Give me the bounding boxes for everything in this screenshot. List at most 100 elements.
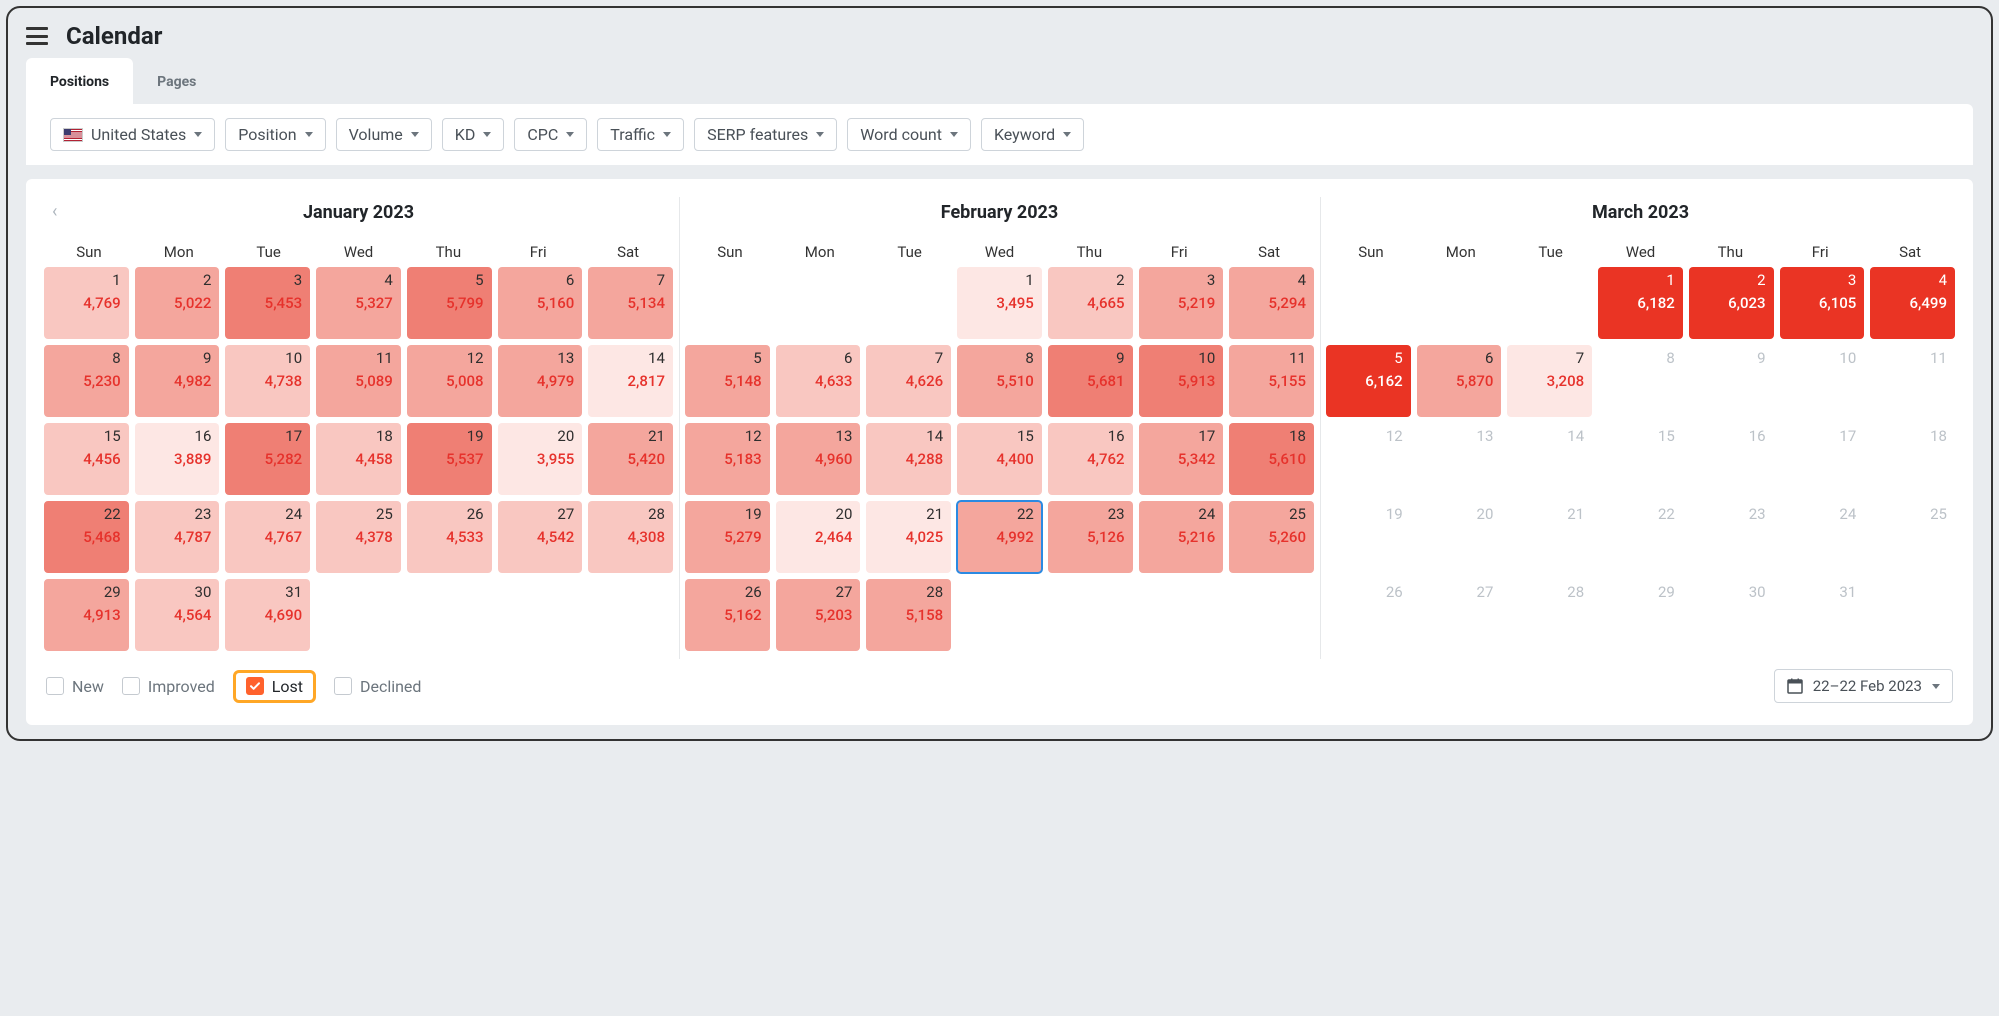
calendar-cell[interactable]: 255,260 <box>1229 501 1314 573</box>
calendar-cell[interactable]: 115,155 <box>1229 345 1314 417</box>
calendar-day-number: 13 <box>836 429 853 444</box>
calendar-cell[interactable]: 304,564 <box>135 579 220 651</box>
calendar-cell[interactable]: 245,216 <box>1139 501 1224 573</box>
filter-kd[interactable]: KD <box>442 118 505 151</box>
calendar-day-value: 5,260 <box>1269 528 1306 546</box>
calendar-cell[interactable]: 65,160 <box>498 267 583 339</box>
calendar-cell[interactable]: 55,148 <box>685 345 770 417</box>
chevron-down-icon <box>1932 684 1940 689</box>
calendar-cell[interactable]: 144,288 <box>866 423 951 495</box>
legend-declined[interactable]: Declined <box>334 677 421 696</box>
calendar-cell[interactable]: 203,955 <box>498 423 583 495</box>
calendar-cell[interactable]: 284,308 <box>588 501 673 573</box>
calendar-cell[interactable]: 125,008 <box>407 345 492 417</box>
calendar-cell[interactable]: 36,105 <box>1780 267 1865 339</box>
calendar-cell[interactable]: 125,183 <box>685 423 770 495</box>
calendar-cell[interactable]: 274,542 <box>498 501 583 573</box>
calendar-cell[interactable]: 175,342 <box>1139 423 1224 495</box>
calendar-cell[interactable]: 26,023 <box>1689 267 1774 339</box>
day-of-week-label: Wed <box>1596 243 1686 261</box>
calendar-cell[interactable]: 95,681 <box>1048 345 1133 417</box>
calendar-cell[interactable]: 35,219 <box>1139 267 1224 339</box>
tab-pages[interactable]: Pages <box>133 58 220 104</box>
calendar-cell[interactable]: 163,889 <box>135 423 220 495</box>
calendar-day-number: 5 <box>753 351 761 366</box>
calendar-cell[interactable]: 65,870 <box>1417 345 1502 417</box>
checkbox-icon <box>46 677 64 695</box>
calendar-cell[interactable]: 275,203 <box>776 579 861 651</box>
calendar-cell[interactable]: 74,626 <box>866 345 951 417</box>
filter-volume[interactable]: Volume <box>336 118 432 151</box>
calendar-cell[interactable]: 175,282 <box>225 423 310 495</box>
calendar-cell-empty <box>1417 267 1502 339</box>
filter-word-count[interactable]: Word count <box>847 118 971 151</box>
calendar-cell[interactable]: 285,158 <box>866 579 951 651</box>
filter-cpc[interactable]: CPC <box>514 118 587 151</box>
date-range-picker[interactable]: 22–22 Feb 2023 <box>1774 669 1953 703</box>
legend-improved[interactable]: Improved <box>122 677 215 696</box>
calendar-cell: 26 <box>1326 579 1411 651</box>
calendar-cell[interactable]: 64,633 <box>776 345 861 417</box>
calendar-cell[interactable]: 215,420 <box>588 423 673 495</box>
calendar-cell[interactable]: 16,182 <box>1598 267 1683 339</box>
menu-icon[interactable] <box>26 27 48 45</box>
calendar-cell[interactable]: 234,787 <box>135 501 220 573</box>
calendar-cell[interactable]: 73,208 <box>1507 345 1592 417</box>
calendar-cell[interactable]: 85,510 <box>957 345 1042 417</box>
calendar-cell[interactable]: 154,400 <box>957 423 1042 495</box>
calendar-cell[interactable]: 104,738 <box>225 345 310 417</box>
calendar-cell[interactable]: 225,468 <box>44 501 129 573</box>
filter-keyword[interactable]: Keyword <box>981 118 1084 151</box>
calendar-cell[interactable]: 14,769 <box>44 267 129 339</box>
calendar-cell-empty <box>776 267 861 339</box>
calendar-cell[interactable]: 224,992 <box>957 501 1042 573</box>
calendar-cell[interactable]: 46,499 <box>1870 267 1955 339</box>
calendar-cell[interactable]: 134,979 <box>498 345 583 417</box>
calendar-cell[interactable]: 185,610 <box>1229 423 1314 495</box>
calendar-cell[interactable]: 235,126 <box>1048 501 1133 573</box>
prev-month-arrow[interactable]: ‹ <box>52 201 57 222</box>
calendar-cell[interactable]: 134,960 <box>776 423 861 495</box>
calendar-cell[interactable]: 24,665 <box>1048 267 1133 339</box>
calendar-cell[interactable]: 195,279 <box>685 501 770 573</box>
filter-serp-features[interactable]: SERP features <box>694 118 837 151</box>
calendar-day-value: 5,162 <box>724 606 761 624</box>
calendar-cell[interactable]: 56,162 <box>1326 345 1411 417</box>
calendar-day-number: 22 <box>1658 507 1675 522</box>
calendar-cell[interactable]: 184,458 <box>316 423 401 495</box>
legend-new[interactable]: New <box>46 677 104 696</box>
calendar-cell[interactable]: 45,327 <box>316 267 401 339</box>
calendar-cell[interactable]: 264,533 <box>407 501 492 573</box>
calendar-cell[interactable]: 94,982 <box>135 345 220 417</box>
calendar-cell[interactable]: 214,025 <box>866 501 951 573</box>
calendar-cell[interactable]: 25,022 <box>135 267 220 339</box>
calendar-cell[interactable]: 314,690 <box>225 579 310 651</box>
calendar-day-value: 5,160 <box>537 294 574 312</box>
calendar-cell[interactable]: 35,453 <box>225 267 310 339</box>
calendar-cell[interactable]: 45,294 <box>1229 267 1314 339</box>
calendar-day-value: 5,126 <box>1087 528 1124 546</box>
calendar-cell[interactable]: 75,134 <box>588 267 673 339</box>
calendar-day-number: 21 <box>1567 507 1584 522</box>
calendar-cell[interactable]: 265,162 <box>685 579 770 651</box>
calendar-cell[interactable]: 85,230 <box>44 345 129 417</box>
calendar-cell[interactable]: 55,799 <box>407 267 492 339</box>
calendar-cell[interactable]: 142,817 <box>588 345 673 417</box>
calendar-day-value: 4,769 <box>83 294 120 312</box>
calendar-cell[interactable]: 294,913 <box>44 579 129 651</box>
legend-lost[interactable]: Lost <box>233 670 316 703</box>
calendar-cell[interactable]: 164,762 <box>1048 423 1133 495</box>
calendar-day-number: 3 <box>1207 273 1215 288</box>
calendar-cell[interactable]: 244,767 <box>225 501 310 573</box>
filter-traffic[interactable]: Traffic <box>597 118 684 151</box>
tab-positions[interactable]: Positions <box>26 58 133 104</box>
calendar-cell[interactable]: 254,378 <box>316 501 401 573</box>
calendar-cell[interactable]: 195,537 <box>407 423 492 495</box>
calendar-cell[interactable]: 115,089 <box>316 345 401 417</box>
calendar-cell[interactable]: 154,456 <box>44 423 129 495</box>
calendar-cell[interactable]: 105,913 <box>1139 345 1224 417</box>
filter-position[interactable]: Position <box>225 118 325 151</box>
calendar-cell[interactable]: 13,495 <box>957 267 1042 339</box>
calendar-cell[interactable]: 202,464 <box>776 501 861 573</box>
filter-united-states[interactable]: United States <box>50 118 215 151</box>
